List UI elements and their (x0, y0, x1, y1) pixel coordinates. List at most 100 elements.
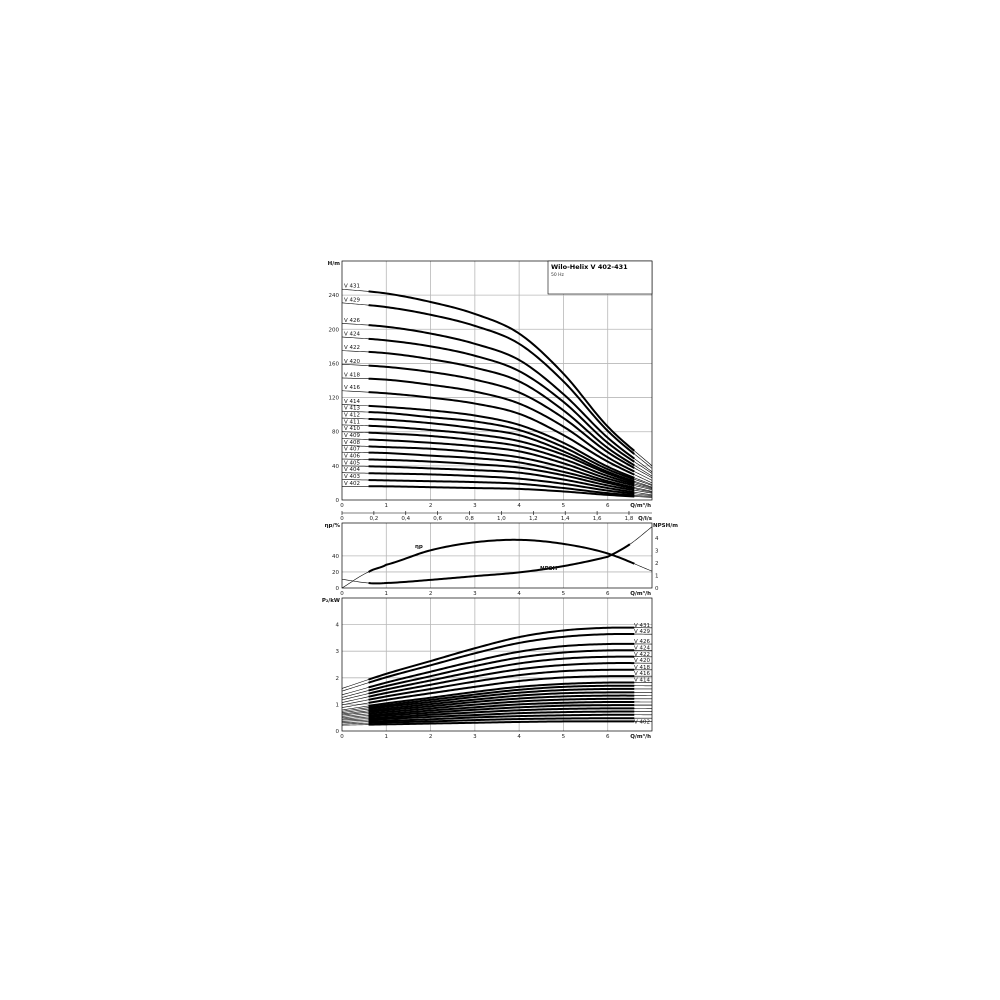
x-axis-label: Q/m³/h (630, 590, 651, 597)
power-curve (368, 710, 635, 721)
y-right-tick-label: 0 (655, 586, 659, 592)
head-curve (368, 465, 635, 494)
x-tick-label: 5 (562, 591, 566, 597)
y-right-tick-label: 4 (655, 536, 659, 542)
curves (341, 288, 653, 726)
x-tick-label: 3 (473, 591, 477, 597)
power-curve (368, 668, 635, 701)
x-tick-label: 5 (562, 734, 566, 740)
head-curve (368, 364, 635, 469)
x-tick-label: 1 (385, 591, 389, 597)
y-right-tick-label: 2 (655, 561, 659, 567)
series-label: V 429 (344, 297, 361, 303)
series-label: V 418 (344, 372, 361, 378)
y-tick-label: 80 (332, 430, 339, 436)
head-curve (368, 337, 635, 463)
plot-frame (341, 522, 653, 589)
head-curve (368, 377, 635, 473)
power-curve (368, 655, 635, 695)
power-curve (368, 626, 635, 681)
power-series-label: V 424 (634, 645, 651, 651)
x-tick-label: 4 (517, 503, 521, 509)
series-label: V 405 (344, 460, 361, 466)
x-tick-label: 3 (473, 503, 477, 509)
x-tick-label: 2 (429, 591, 433, 597)
y-tick-label: 3 (336, 649, 340, 655)
y-tick-label: 240 (329, 293, 340, 299)
y-tick-label: 160 (329, 361, 340, 367)
power-series-label: V 414 (634, 678, 651, 684)
x-axis-label: Q/m³/h (630, 733, 651, 740)
head-curve (368, 424, 635, 484)
power-curve (368, 687, 635, 711)
x-axis-label: Q/m³/h (630, 502, 651, 509)
x-tick-label: 4 (517, 591, 521, 597)
y-tick-label: 0 (336, 729, 340, 735)
power-curve (368, 675, 635, 704)
y-axis-label: H/m (328, 261, 341, 267)
head-curve-thin (341, 288, 653, 467)
head-curve (368, 417, 635, 483)
chart-subtitle: 50 Hz (551, 272, 565, 278)
npsh-label: NPSH (540, 566, 558, 572)
power-curve (368, 720, 635, 726)
power-curve (368, 707, 635, 720)
head-curve (368, 411, 635, 481)
power-curve (368, 704, 635, 718)
y-tick-label: 0 (336, 498, 340, 504)
power-curve (368, 717, 635, 725)
x-tick-label: 5 (562, 503, 566, 509)
x2-tick-label: 0,4 (401, 516, 410, 522)
x2-tick-label: 1,4 (561, 516, 570, 522)
power-curve (368, 697, 635, 715)
head-curve (368, 404, 635, 479)
x-tick-label: 0 (340, 503, 344, 509)
series-label: V 422 (344, 345, 360, 351)
x2-tick-label: 1,0 (497, 516, 506, 522)
x2-tick-label: 1,6 (593, 516, 602, 522)
series-label: V 414 (344, 399, 361, 405)
series-label: V 424 (344, 331, 361, 337)
head-curve (368, 350, 635, 467)
series-label: V 420 (344, 359, 361, 365)
power-series-label: V 402 (634, 719, 650, 725)
x-tick-label: 0 (340, 734, 344, 740)
series-label: V 431 (344, 284, 360, 290)
series-label: V 403 (344, 474, 361, 480)
x-tick-label: 0 (340, 591, 344, 597)
series-label: V 407 (344, 447, 361, 453)
y-tick-label: 200 (329, 327, 340, 333)
y-tick-label: 120 (329, 396, 340, 402)
y-tick-label: 4 (336, 623, 340, 629)
head-curve (368, 451, 635, 490)
series-label: V 411 (344, 419, 360, 425)
x2-tick-label: 1,2 (529, 516, 538, 522)
head-curve (368, 438, 635, 487)
x2-tick-label: 0 (340, 516, 344, 522)
y-tick-label: 40 (332, 464, 339, 470)
x2-tick-label: 0,8 (465, 516, 474, 522)
x-tick-label: 6 (606, 734, 610, 740)
power-series-label: V 418 (634, 665, 651, 671)
y-right-tick-label: 1 (655, 574, 659, 580)
y-axis-label: P₂/kW (322, 598, 340, 604)
series-label: V 408 (344, 440, 361, 446)
grid (342, 261, 652, 731)
series-label: V 412 (344, 413, 360, 419)
x-tick-label: 1 (385, 503, 389, 509)
power-curve-thin (341, 627, 652, 689)
power-curve (368, 691, 635, 712)
y-tick-label: 1 (336, 702, 340, 708)
plot-frame (341, 260, 653, 501)
series-label: V 416 (344, 385, 361, 391)
series-label: V 413 (344, 406, 361, 412)
efficiency-curve (368, 538, 635, 573)
head-curve (368, 472, 635, 495)
power-series-label: V 429 (634, 629, 651, 635)
head-curve (368, 479, 635, 497)
head-curve (368, 445, 635, 489)
head-curve (368, 324, 635, 460)
power-curve (368, 649, 635, 692)
x-tick-label: 3 (473, 734, 477, 740)
